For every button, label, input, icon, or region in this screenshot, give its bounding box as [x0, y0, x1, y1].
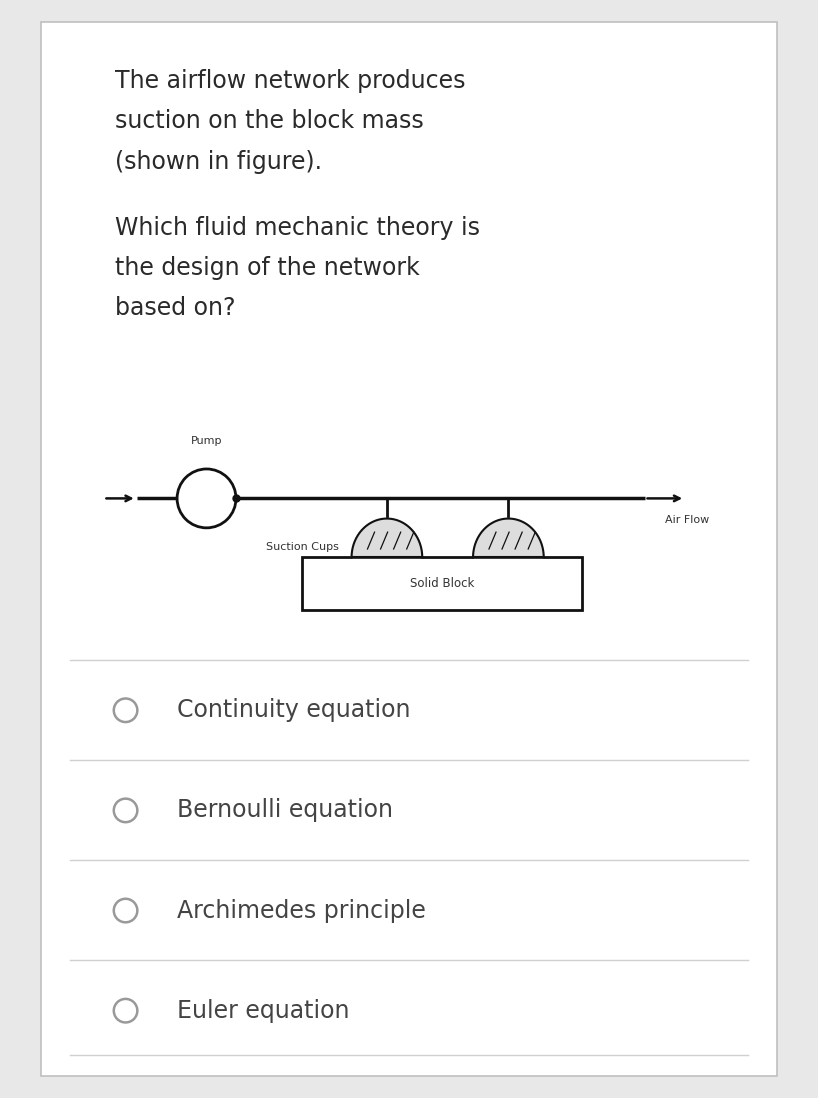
- Text: Continuity equation: Continuity equation: [177, 698, 411, 722]
- Bar: [303, 558, 582, 610]
- Text: Pump: Pump: [191, 436, 222, 446]
- Text: Suction Cups: Suction Cups: [266, 542, 339, 552]
- Polygon shape: [473, 518, 544, 558]
- Text: The airflow network produces: The airflow network produces: [115, 69, 465, 93]
- Text: the design of the network: the design of the network: [115, 256, 420, 280]
- Text: Solid Block: Solid Block: [410, 578, 474, 591]
- Text: based on?: based on?: [115, 296, 235, 320]
- Text: (shown in figure).: (shown in figure).: [115, 149, 321, 173]
- Text: Archimedes principle: Archimedes principle: [177, 898, 426, 922]
- Text: suction on the block mass: suction on the block mass: [115, 110, 423, 134]
- Text: Air Flow: Air Flow: [665, 515, 709, 525]
- Text: Which fluid mechanic theory is: Which fluid mechanic theory is: [115, 216, 479, 239]
- Text: Bernoulli equation: Bernoulli equation: [177, 798, 393, 822]
- Polygon shape: [352, 518, 422, 558]
- Text: Euler equation: Euler equation: [177, 999, 349, 1022]
